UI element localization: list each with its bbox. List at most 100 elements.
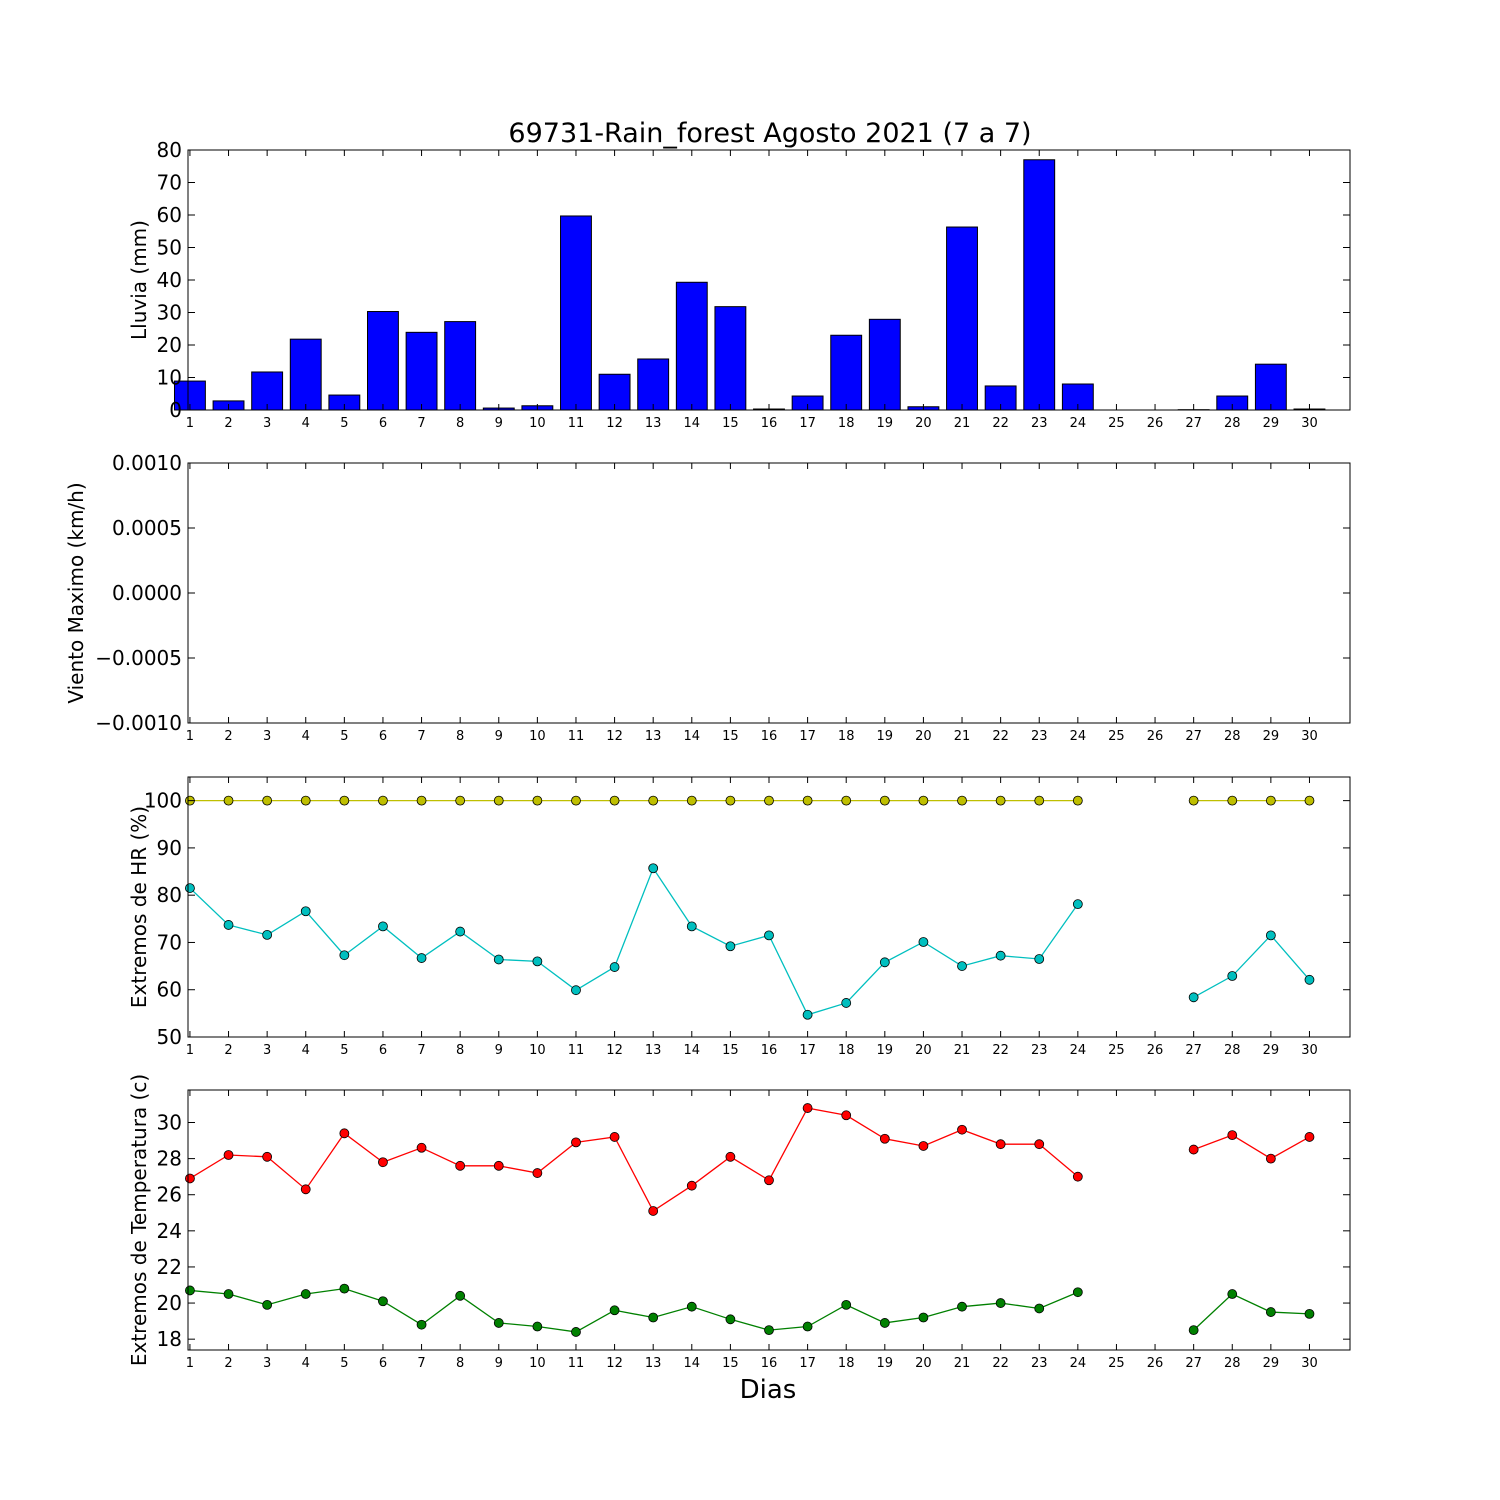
x-tick-label: 1 xyxy=(186,1043,194,1058)
y-axis-label: Viento Maximo (km/h) xyxy=(64,482,88,703)
x-tick-label: 11 xyxy=(568,729,585,744)
x-tick-label: 9 xyxy=(495,1356,503,1371)
x-tick-label: 22 xyxy=(992,1043,1009,1058)
hr_min-point xyxy=(995,950,1006,961)
y-tick-label: 0.0005 xyxy=(112,516,182,540)
temp_max-point xyxy=(1034,1139,1045,1150)
x-tick-label: 7 xyxy=(417,1356,425,1371)
x-tick-label: 16 xyxy=(761,1356,778,1371)
temp_min-point xyxy=(957,1301,967,1312)
y-axis-label: Extremos de HR (%) xyxy=(127,806,151,1008)
x-tick-label: 21 xyxy=(954,729,971,744)
x-tick-label: 4 xyxy=(302,416,310,431)
x-tick-label: 16 xyxy=(761,416,778,431)
x-tick-label: 6 xyxy=(379,729,387,744)
x-tick-label: 26 xyxy=(1147,729,1164,744)
temp_min-line xyxy=(1193,1293,1310,1331)
x-tick-label: 7 xyxy=(417,1043,425,1058)
temp_max-point xyxy=(686,1180,697,1191)
x-tick-label: 25 xyxy=(1108,1043,1125,1058)
x-tick-label: 30 xyxy=(1301,729,1318,744)
axes-frame xyxy=(187,1089,1351,1351)
temp_max-point xyxy=(1265,1153,1276,1164)
x-tick-label: 13 xyxy=(645,1043,662,1058)
y-tick-label: 50 xyxy=(157,236,182,260)
x-tick-label: 16 xyxy=(761,729,778,744)
x-tick-label: 22 xyxy=(992,1356,1009,1371)
x-tick-label: 5 xyxy=(340,729,348,744)
hr_min-point xyxy=(493,954,504,965)
x-tick-label: 1 xyxy=(186,729,194,744)
temp_max-point xyxy=(223,1150,234,1160)
y-tick-label: −0.0005 xyxy=(95,646,182,670)
temp_max-point xyxy=(918,1141,929,1151)
hr_max-point xyxy=(532,795,543,806)
x-tick-label: 22 xyxy=(992,416,1009,431)
hr_min-point xyxy=(1265,930,1276,941)
x-axis-label: Dias xyxy=(740,1375,797,1405)
hr_max-point xyxy=(455,795,466,806)
rain-bar xyxy=(405,331,438,411)
x-tick-label: 2 xyxy=(224,1356,232,1371)
y-axis-label: Lluvia (mm) xyxy=(127,220,151,340)
x-tick-label: 6 xyxy=(379,1043,387,1058)
temp_min-point xyxy=(416,1319,427,1330)
x-tick-label: 29 xyxy=(1263,1043,1280,1058)
temp_max-point xyxy=(416,1142,427,1153)
y-tick-label: 30 xyxy=(157,301,182,325)
y-tick-label: 100 xyxy=(144,789,182,813)
temp_max-point xyxy=(378,1157,388,1168)
temp_min-point xyxy=(185,1285,195,1296)
hr_min-point xyxy=(841,998,852,1008)
x-tick-label: 2 xyxy=(224,729,232,744)
x-tick-label: 18 xyxy=(838,1043,855,1058)
hr_max-point xyxy=(1034,795,1045,806)
x-tick-label: 27 xyxy=(1185,1043,1202,1058)
x-tick-label: 8 xyxy=(456,1356,464,1371)
hr_min-point xyxy=(1227,971,1238,981)
hr_min-point xyxy=(262,929,273,940)
temp_min-point xyxy=(1227,1289,1238,1299)
x-tick-label: 3 xyxy=(263,1356,271,1371)
temp_max-point xyxy=(957,1124,967,1135)
axes-frame xyxy=(187,462,1351,724)
temp_min-point xyxy=(995,1298,1006,1308)
temp_min-point xyxy=(686,1301,697,1312)
y-tick-label: −0.0010 xyxy=(95,711,182,735)
x-tick-label: 5 xyxy=(340,1356,348,1371)
temp_min-point xyxy=(493,1318,504,1328)
temp_max-point xyxy=(571,1137,581,1148)
hr_max-point xyxy=(493,795,504,806)
x-tick-label: 18 xyxy=(838,1356,855,1371)
y-tick-label: 60 xyxy=(157,978,182,1002)
x-tick-label: 3 xyxy=(263,729,271,744)
temp_max-point xyxy=(1188,1144,1199,1155)
x-tick-label: 2 xyxy=(224,1043,232,1058)
chart-title: 69731-Rain_forest Agosto 2021 (7 a 7) xyxy=(508,118,1031,149)
y-tick-label: 40 xyxy=(157,268,182,292)
hr_min-point xyxy=(455,926,466,937)
temp_max-point xyxy=(609,1132,620,1142)
hr_max-point xyxy=(339,795,350,806)
x-tick-label: 2 xyxy=(224,416,232,431)
temp_max-point xyxy=(300,1184,311,1195)
x-tick-label: 15 xyxy=(722,416,739,431)
temp_min-point xyxy=(1034,1303,1045,1314)
y-tick-label: 28 xyxy=(157,1147,182,1171)
hr_max-point xyxy=(609,795,620,806)
temp_min-point xyxy=(223,1289,234,1299)
x-tick-label: 3 xyxy=(263,416,271,431)
hr_max-point xyxy=(300,795,311,806)
hr_min-point xyxy=(725,941,736,952)
hr_max-point xyxy=(1188,795,1199,806)
x-tick-label: 14 xyxy=(684,1356,701,1371)
hr_max-point xyxy=(648,795,659,806)
y-tick-label: 20 xyxy=(157,333,182,357)
x-tick-label: 1 xyxy=(186,416,194,431)
x-tick-label: 14 xyxy=(684,416,701,431)
x-tick-label: 4 xyxy=(302,1356,310,1371)
